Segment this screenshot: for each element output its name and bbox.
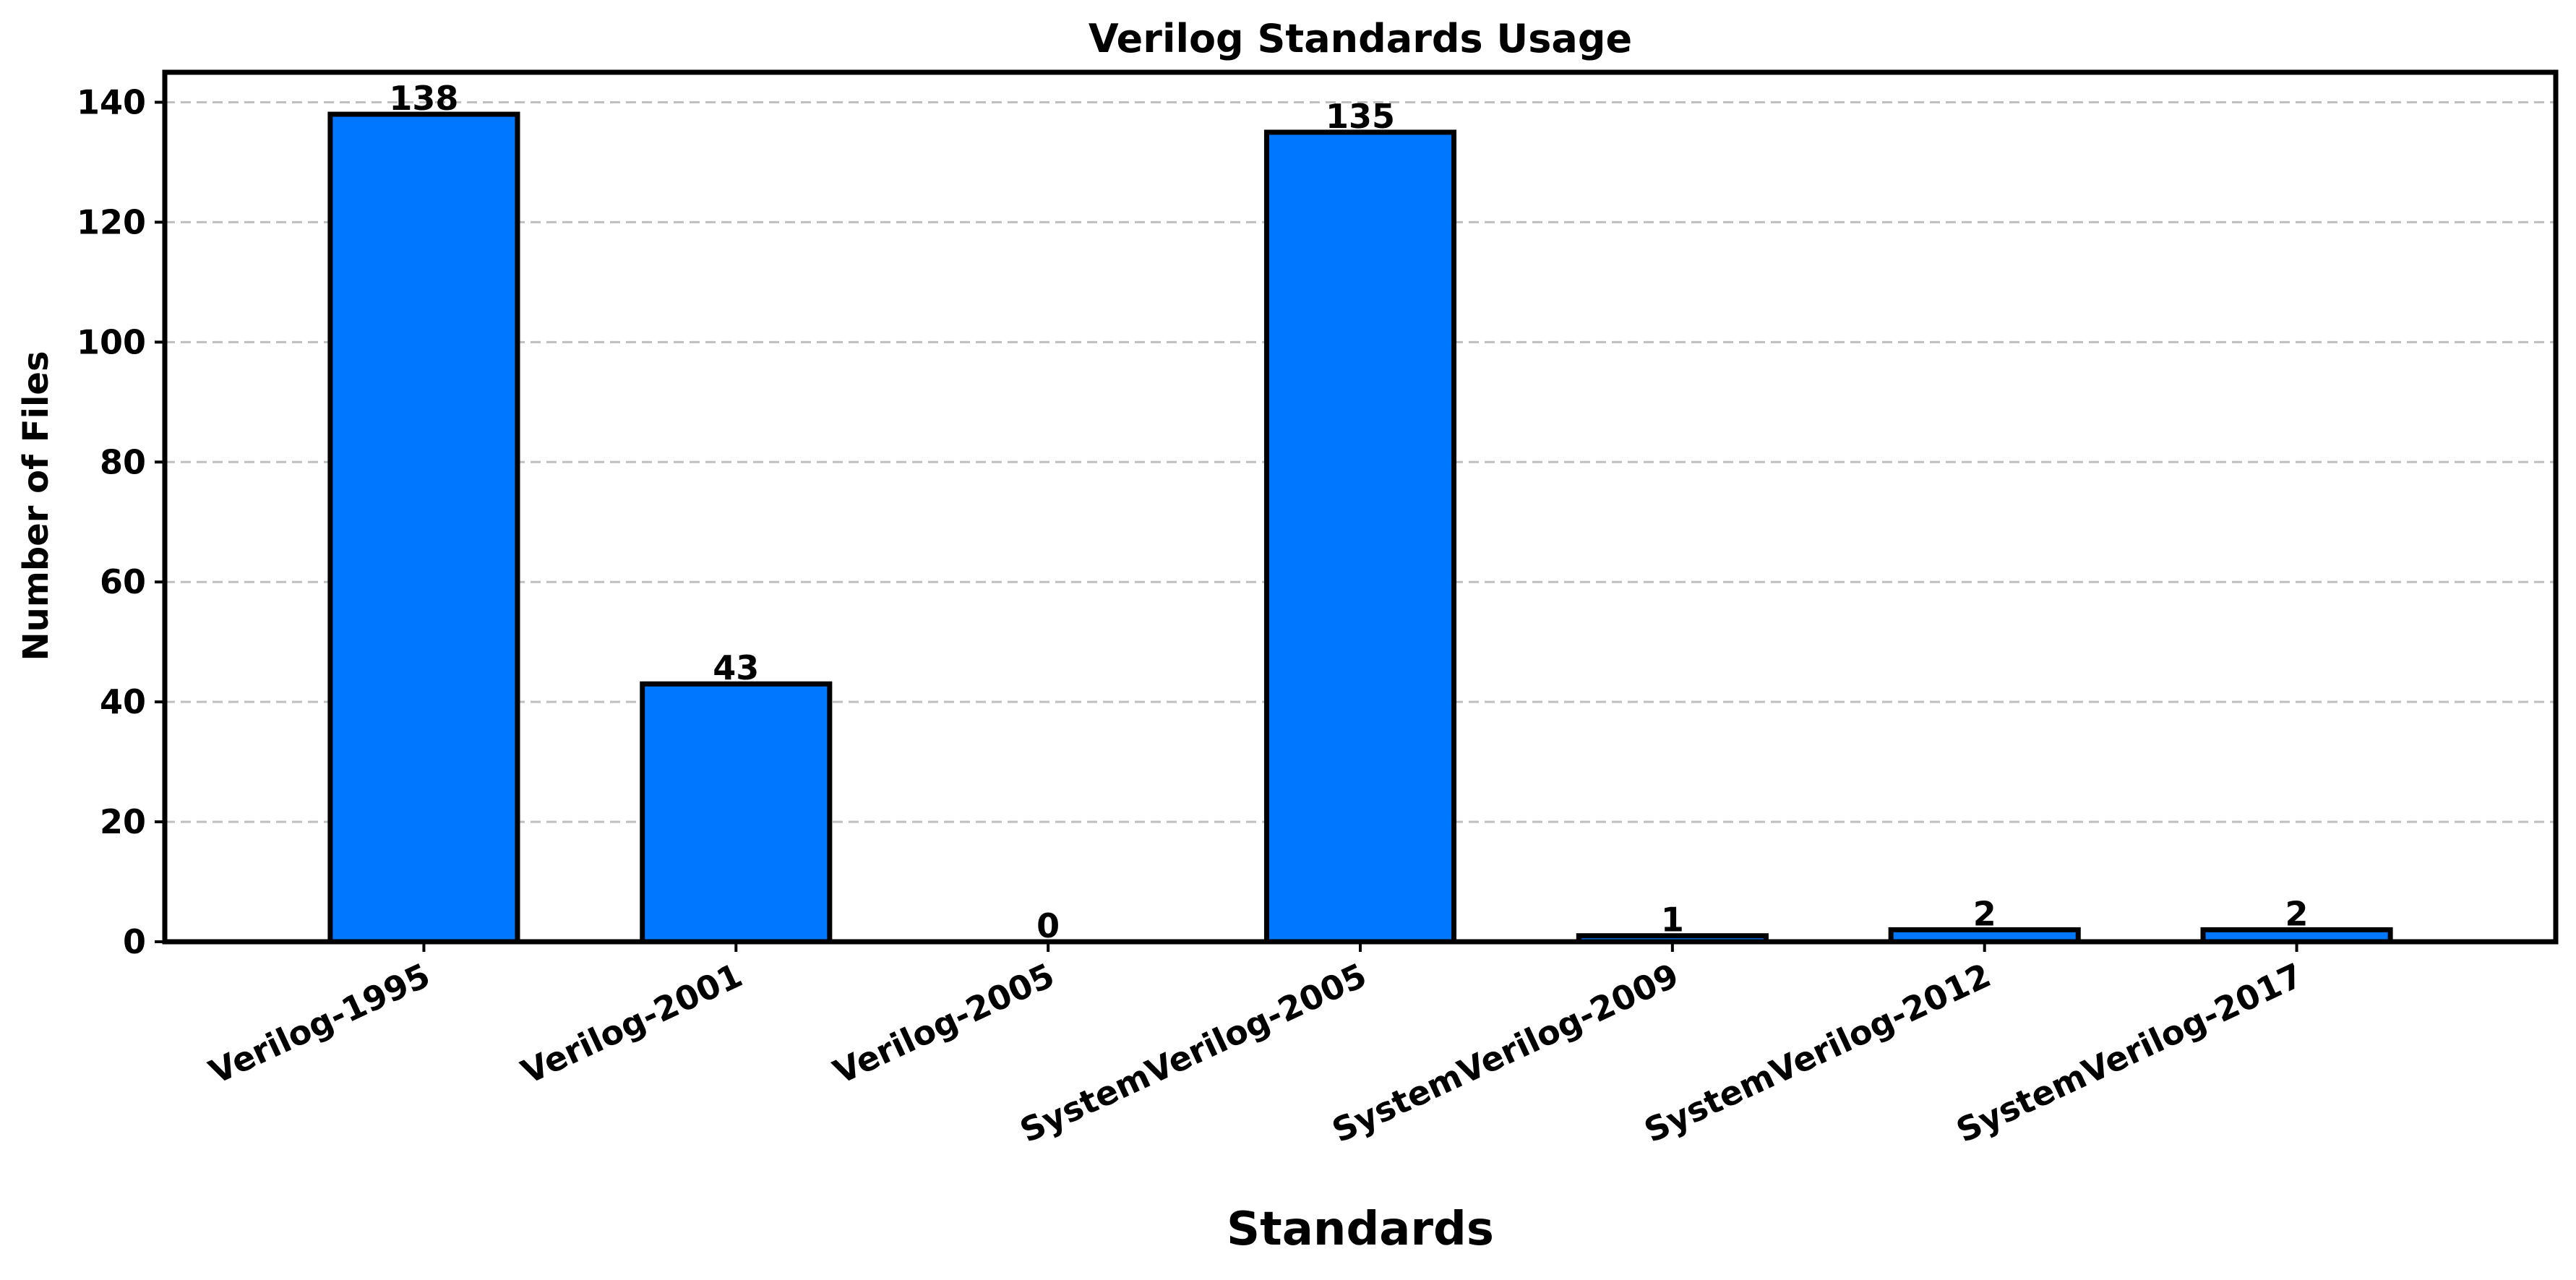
x-tick-label: SystemVerilog-2005 <box>1014 955 1373 1150</box>
y-tick-label: 120 <box>77 202 146 241</box>
bars <box>327 111 2393 945</box>
y-tick-label: 140 <box>77 82 146 121</box>
y-axis-label: Number of Files <box>16 351 56 661</box>
x-tick-label: Verilog-1995 <box>203 955 436 1091</box>
bar-value-label: 2 <box>2285 894 2309 933</box>
bar <box>1263 129 1457 945</box>
x-axis-ticks: Verilog-1995 Verilog-2001 Verilog-2005Syst… <box>203 942 2309 1150</box>
y-tick-label: 0 <box>123 922 146 961</box>
y-tick-label: 20 <box>100 802 146 841</box>
y-axis-ticks: 0 20 40 60 80 100 120 140 <box>77 82 165 961</box>
y-tick-label: 40 <box>100 682 146 721</box>
x-tick-label: SystemVerilog-2009 <box>1326 955 1685 1150</box>
bar-value-label: 135 <box>1326 97 1395 136</box>
x-tick-label: SystemVerilog-2012 <box>1639 955 1997 1150</box>
bar-value-label: 2 <box>1973 894 1996 933</box>
y-tick-label: 60 <box>100 562 146 601</box>
x-tick-label: SystemVerilog-2017 <box>1950 955 2309 1150</box>
x-tick-label: Verilog-2005 <box>828 955 1060 1091</box>
bar-value-label: 0 <box>1036 906 1060 945</box>
bar-value-labels: 138 43 0 135 1 2 2 <box>389 79 2308 945</box>
bar <box>327 111 520 945</box>
chart-title: Verilog Standards Usage <box>1089 16 1632 61</box>
bar-value-label: 1 <box>1661 901 1684 940</box>
bar-value-label: 43 <box>713 648 759 687</box>
bar-value-label: 138 <box>389 79 458 118</box>
bar <box>640 681 833 945</box>
x-tick-label: Verilog-2001 <box>515 955 748 1091</box>
x-axis-label: Standards <box>1227 1203 1494 1256</box>
y-tick-label: 80 <box>100 442 146 481</box>
y-tick-label: 100 <box>77 322 146 361</box>
